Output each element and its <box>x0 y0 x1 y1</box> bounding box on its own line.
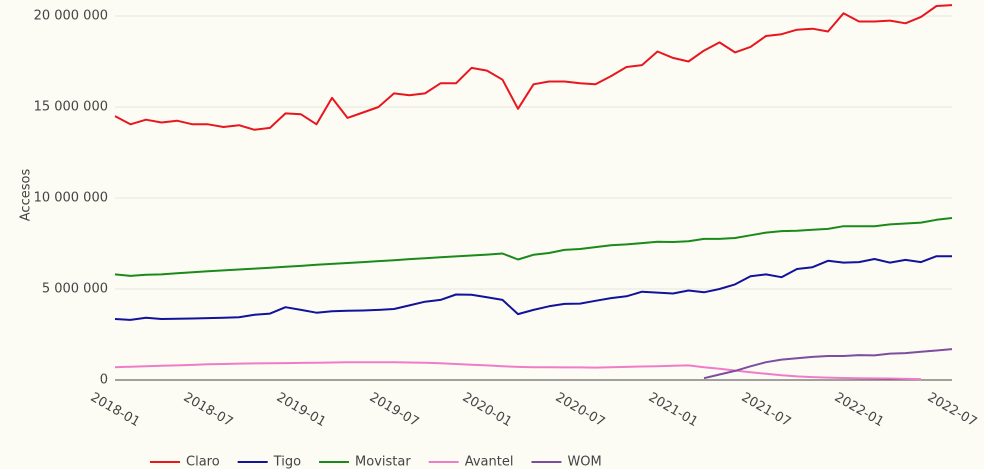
legend-label: Tigo <box>273 455 301 469</box>
series-line <box>114 4 953 131</box>
series-line <box>114 255 952 321</box>
y-tick-label: 0 <box>100 372 108 387</box>
y-tick-label: 5 000 000 <box>42 281 108 296</box>
legend-label: Movistar <box>355 455 411 469</box>
series-line <box>703 348 953 380</box>
legend-label: Avantel <box>465 455 514 469</box>
y-axis-title: Accesos <box>19 169 34 222</box>
legend-label: WOM <box>567 455 601 469</box>
y-tick-label: 15 000 000 <box>34 100 108 115</box>
series-line <box>114 217 953 277</box>
series-line <box>114 361 922 381</box>
legend-label: Claro <box>186 455 220 469</box>
y-tick-label: 10 000 000 <box>34 190 108 205</box>
y-tick-label: 20 000 000 <box>34 9 108 24</box>
